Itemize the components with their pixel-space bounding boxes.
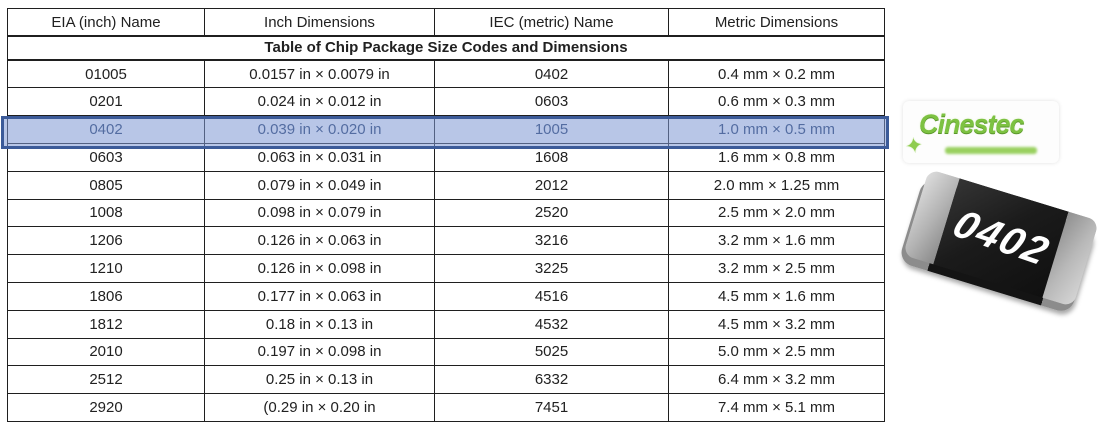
table-cell: 2920 [7,393,205,422]
table-cell: 1210 [7,254,205,283]
table-cell: 0402 [7,115,205,145]
table-cell: 0402 [434,59,669,89]
table-cell: 3225 [434,254,669,283]
column-header-inch-dimensions: Inch Dimensions [204,8,435,37]
vendor-logo: ✦ Cinestec [903,101,1059,163]
table-cell: 1206 [7,226,205,256]
table-cell: 1.6 mm × 0.8 mm [668,143,885,172]
table-cell: 1.0 mm × 0.5 mm [668,115,885,145]
table-cell: 4.5 mm × 3.2 mm [668,309,885,339]
table-cell: 1005 [434,115,669,145]
table-cell: 0.25 in × 0.13 in [204,365,435,395]
table-cell: 3.2 mm × 1.6 mm [668,226,885,256]
table-cell: 0.4 mm × 0.2 mm [668,59,885,89]
table-cell: 2010 [7,337,205,367]
logo-tagline-blur [945,147,1037,154]
table-cell: 0.063 in × 0.031 in [204,143,435,172]
table-cell: 4.5 mm × 1.6 mm [668,281,885,311]
table-cell: 4516 [434,281,669,311]
column-header-metric-dimensions: Metric Dimensions [668,8,885,37]
table-row: 2010 0.197 in × 0.098 in 5025 5.0 mm × 2.5 … [7,337,885,367]
table-cell: 0201 [7,87,205,117]
column-header-iec-name: IEC (metric) Name [434,8,669,37]
chip-size-label: 0402 [945,201,1057,274]
table-cell: 0.197 in × 0.098 in [204,337,435,367]
table-cell: 2012 [434,170,669,200]
table-cell: 0.126 in × 0.063 in [204,226,435,256]
table-cell: 7.4 mm × 5.1 mm [668,393,885,422]
table-cell: 6.4 mm × 3.2 mm [668,365,885,395]
table-cell: 0.0157 in × 0.0079 in [204,59,435,89]
table-cell: (0.29 in × 0.20 in [204,393,435,422]
table-cell: 3216 [434,226,669,256]
table-body: 01005 0.0157 in × 0.0079 in 0402 0.4 mm × 0… [7,59,885,422]
table-cell: 0.6 mm × 0.3 mm [668,87,885,117]
table-cell: 0805 [7,170,205,200]
table-cell: 0.177 in × 0.063 in [204,281,435,311]
table-cell: 3.2 mm × 2.5 mm [668,254,885,283]
chip-resistor-photo: 0402 [898,168,1101,315]
table-cell: 2.0 mm × 1.25 mm [668,170,885,200]
table-row: 01005 0.0157 in × 0.0079 in 0402 0.4 mm × 0… [7,59,885,89]
table-cell: 5.0 mm × 2.5 mm [668,337,885,367]
table-row: 1210 0.126 in × 0.098 in 3225 3.2 mm × 2.5 … [7,254,885,283]
table-header: EIA (inch) Name Inch Dimensions IEC (met… [7,8,885,37]
table-cell: 2.5 mm × 2.0 mm [668,198,885,228]
chip-package-size-table: Table of Chip Package Size Codes and Dim… [7,8,885,422]
table-row: 0201 0.024 in × 0.012 in 0603 0.6 mm × 0.3 … [7,87,885,117]
table-cell: 4532 [434,309,669,339]
table-title: Table of Chip Package Size Codes and Dim… [7,35,885,61]
table-cell: 1806 [7,281,205,311]
table-cell: 01005 [7,59,205,89]
table-row: 1206 0.126 in × 0.063 in 3216 3.2 mm × 1.6 … [7,226,885,256]
table-cell: 1008 [7,198,205,228]
logo-text: Cinestec [919,109,1025,139]
table-cell: 0603 [7,143,205,172]
table-row: 2512 0.25 in × 0.13 in 6332 6.4 mm × 3.2 mm [7,365,885,395]
table-cell: 1608 [434,143,669,172]
table-cell: 0603 [434,87,669,117]
table-row: 1812 0.18 in × 0.13 in 4532 4.5 mm × 3.2 mm [7,309,885,339]
table-cell: 0.126 in × 0.098 in [204,254,435,283]
table-cell: 5025 [434,337,669,367]
table-title-row: Table of Chip Package Size Codes and Dim… [7,35,885,61]
table-cell: 0.098 in × 0.079 in [204,198,435,228]
table-row: 2920 (0.29 in × 0.20 in 7451 7.4 mm × 5.1 m… [7,393,885,422]
table-cell: 0.18 in × 0.13 in [204,309,435,339]
table-cell: 6332 [434,365,669,395]
table-cell: 0.039 in × 0.020 in [204,115,435,145]
table-cell: 0.079 in × 0.049 in [204,170,435,200]
table-header-row: EIA (inch) Name Inch Dimensions IEC (met… [7,8,885,37]
table-row: 1806 0.177 in × 0.063 in 4516 4.5 mm × 1.6 … [7,281,885,311]
table-row: 0805 0.079 in × 0.049 in 2012 2.0 mm × 1.25… [7,170,885,200]
table-cell: 7451 [434,393,669,422]
table-row: 0603 0.063 in × 0.031 in 1608 1.6 mm × 0.8 … [7,143,885,172]
table-cell: 2520 [434,198,669,228]
column-header-eia-name: EIA (inch) Name [7,8,205,37]
table-row: 0402 0.039 in × 0.020 in 1005 1.0 mm × 0.5 … [7,115,885,145]
table-cell: 1812 [7,309,205,339]
table-cell: 0.024 in × 0.012 in [204,87,435,117]
table-row: 1008 0.098 in × 0.079 in 2520 2.5 mm × 2.0 … [7,198,885,228]
table-cell: 2512 [7,365,205,395]
